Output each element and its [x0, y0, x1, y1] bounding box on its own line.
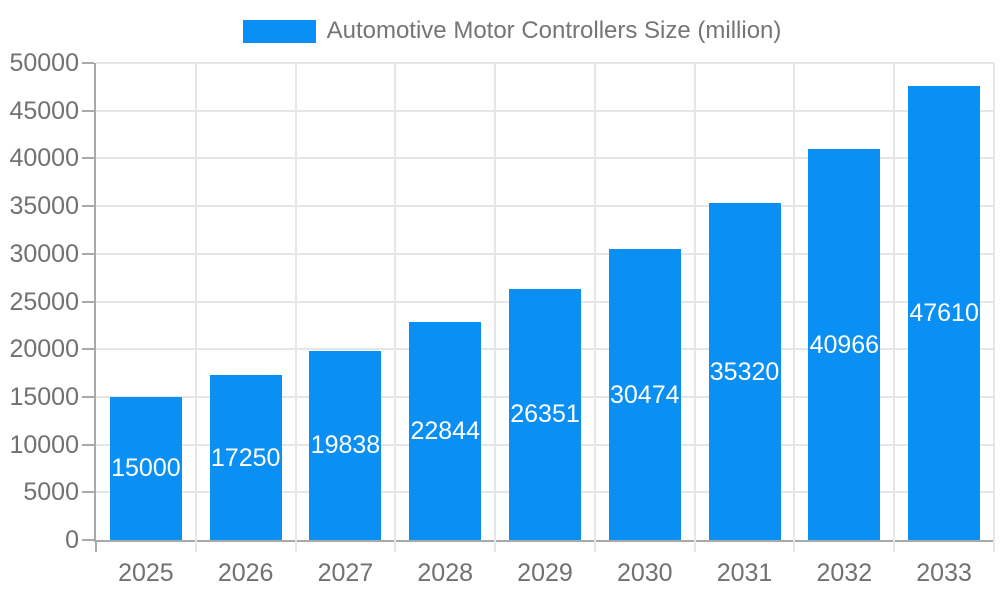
gridline-vertical [194, 63, 197, 540]
y-axis-tick-label: 30000 [9, 239, 79, 268]
gridline-horizontal [96, 252, 994, 255]
bar: 17250 [209, 375, 282, 540]
y-tick [82, 109, 94, 112]
x-axis-tick-label: 2031 [716, 559, 773, 587]
x-axis-tick-label: 2028 [417, 559, 474, 587]
y-tick [82, 395, 94, 398]
x-axis-tick-label: 2032 [816, 559, 873, 587]
y-tick [82, 443, 94, 446]
legend: Automotive Motor Controllers Size (milli… [12, 17, 1000, 45]
x-axis-tick-label: 2025 [118, 559, 174, 587]
y-axis-tick-label: 40000 [9, 144, 79, 173]
bar: 15000 [109, 396, 182, 540]
plot-area: 15000 17250 19838 22844 26351 30474 35320 40966… [82, 62, 995, 552]
bar-value-label: 26351 [510, 400, 580, 429]
x-tick [494, 540, 497, 552]
gridline-vertical [294, 63, 297, 540]
bar-value-label: 47610 [909, 298, 979, 327]
y-tick [82, 348, 94, 351]
bar: 40966 [808, 149, 881, 540]
bar-value-label: 35320 [709, 357, 780, 386]
x-tick [593, 540, 596, 552]
gridline-vertical [494, 63, 497, 540]
gridline-vertical [893, 63, 896, 540]
bar-value-label: 17250 [210, 443, 281, 472]
bar: 35320 [708, 203, 781, 540]
x-axis-tick-label: 2033 [916, 559, 972, 587]
x-tick [294, 540, 297, 552]
y-axis-tick-labels: 0 5000 10000 15000 20000 25000 30000 35000 40000… [0, 49, 84, 554]
x-tick [394, 540, 397, 552]
bar-value-label: 30474 [610, 380, 680, 409]
gridline-vertical [793, 63, 796, 540]
gridline-vertical [593, 63, 596, 540]
x-axis-tick-label: 2026 [217, 559, 274, 587]
y-axis-tick-label: 25000 [9, 287, 79, 316]
x-axis-tick-label: 2029 [517, 559, 573, 587]
y-axis-tick-label: 20000 [9, 335, 79, 364]
bar: 30474 [608, 249, 681, 540]
x-axis-tick-labels: 2025 2026 2027 2028 2029 2030 2031 2032 2033 [96, 552, 994, 592]
y-axis-line [94, 63, 96, 540]
y-axis-tick-label: 15000 [9, 382, 79, 411]
y-axis-tick-label: 45000 [9, 96, 79, 125]
bar-value-label: 40966 [809, 330, 880, 359]
gridline-vertical [394, 63, 397, 540]
gridline-horizontal [96, 109, 994, 112]
bar-value-label: 22844 [410, 417, 480, 446]
x-tick [993, 540, 995, 552]
x-axis-tick-label: 2030 [616, 559, 673, 587]
gridline-horizontal [96, 157, 994, 160]
y-axis-tick-label: 50000 [9, 49, 79, 77]
legend-label: Automotive Motor Controllers Size (milli… [326, 17, 782, 44]
x-axis-tick-label: 2027 [317, 559, 374, 587]
gridline-horizontal [96, 62, 994, 64]
bar: 47610 [908, 85, 981, 540]
legend-swatch [242, 19, 316, 43]
x-axis-line [94, 540, 994, 542]
x-tick [693, 540, 696, 552]
y-tick [82, 205, 94, 208]
x-tick [194, 540, 197, 552]
y-tick [82, 62, 94, 64]
bar: 26351 [509, 288, 581, 540]
y-axis-tick-label: 5000 [23, 478, 79, 507]
x-tick [793, 540, 796, 552]
bar-value-label: 19838 [310, 431, 381, 460]
y-axis-tick-label: 10000 [9, 430, 79, 459]
y-tick [82, 539, 94, 541]
y-axis-tick-label: 0 [65, 526, 79, 554]
x-tick [95, 540, 97, 552]
bar: 22844 [409, 322, 482, 540]
gridline-horizontal [96, 205, 994, 208]
gridline-vertical [693, 63, 696, 540]
x-tick [893, 540, 896, 552]
bar: 19838 [309, 350, 382, 540]
y-tick [82, 300, 94, 303]
gridline-vertical [993, 63, 995, 540]
y-tick [82, 252, 94, 255]
y-tick [82, 491, 94, 494]
y-axis-tick-label: 35000 [9, 192, 79, 221]
bar-value-label: 15000 [111, 454, 181, 483]
y-tick [82, 157, 94, 160]
